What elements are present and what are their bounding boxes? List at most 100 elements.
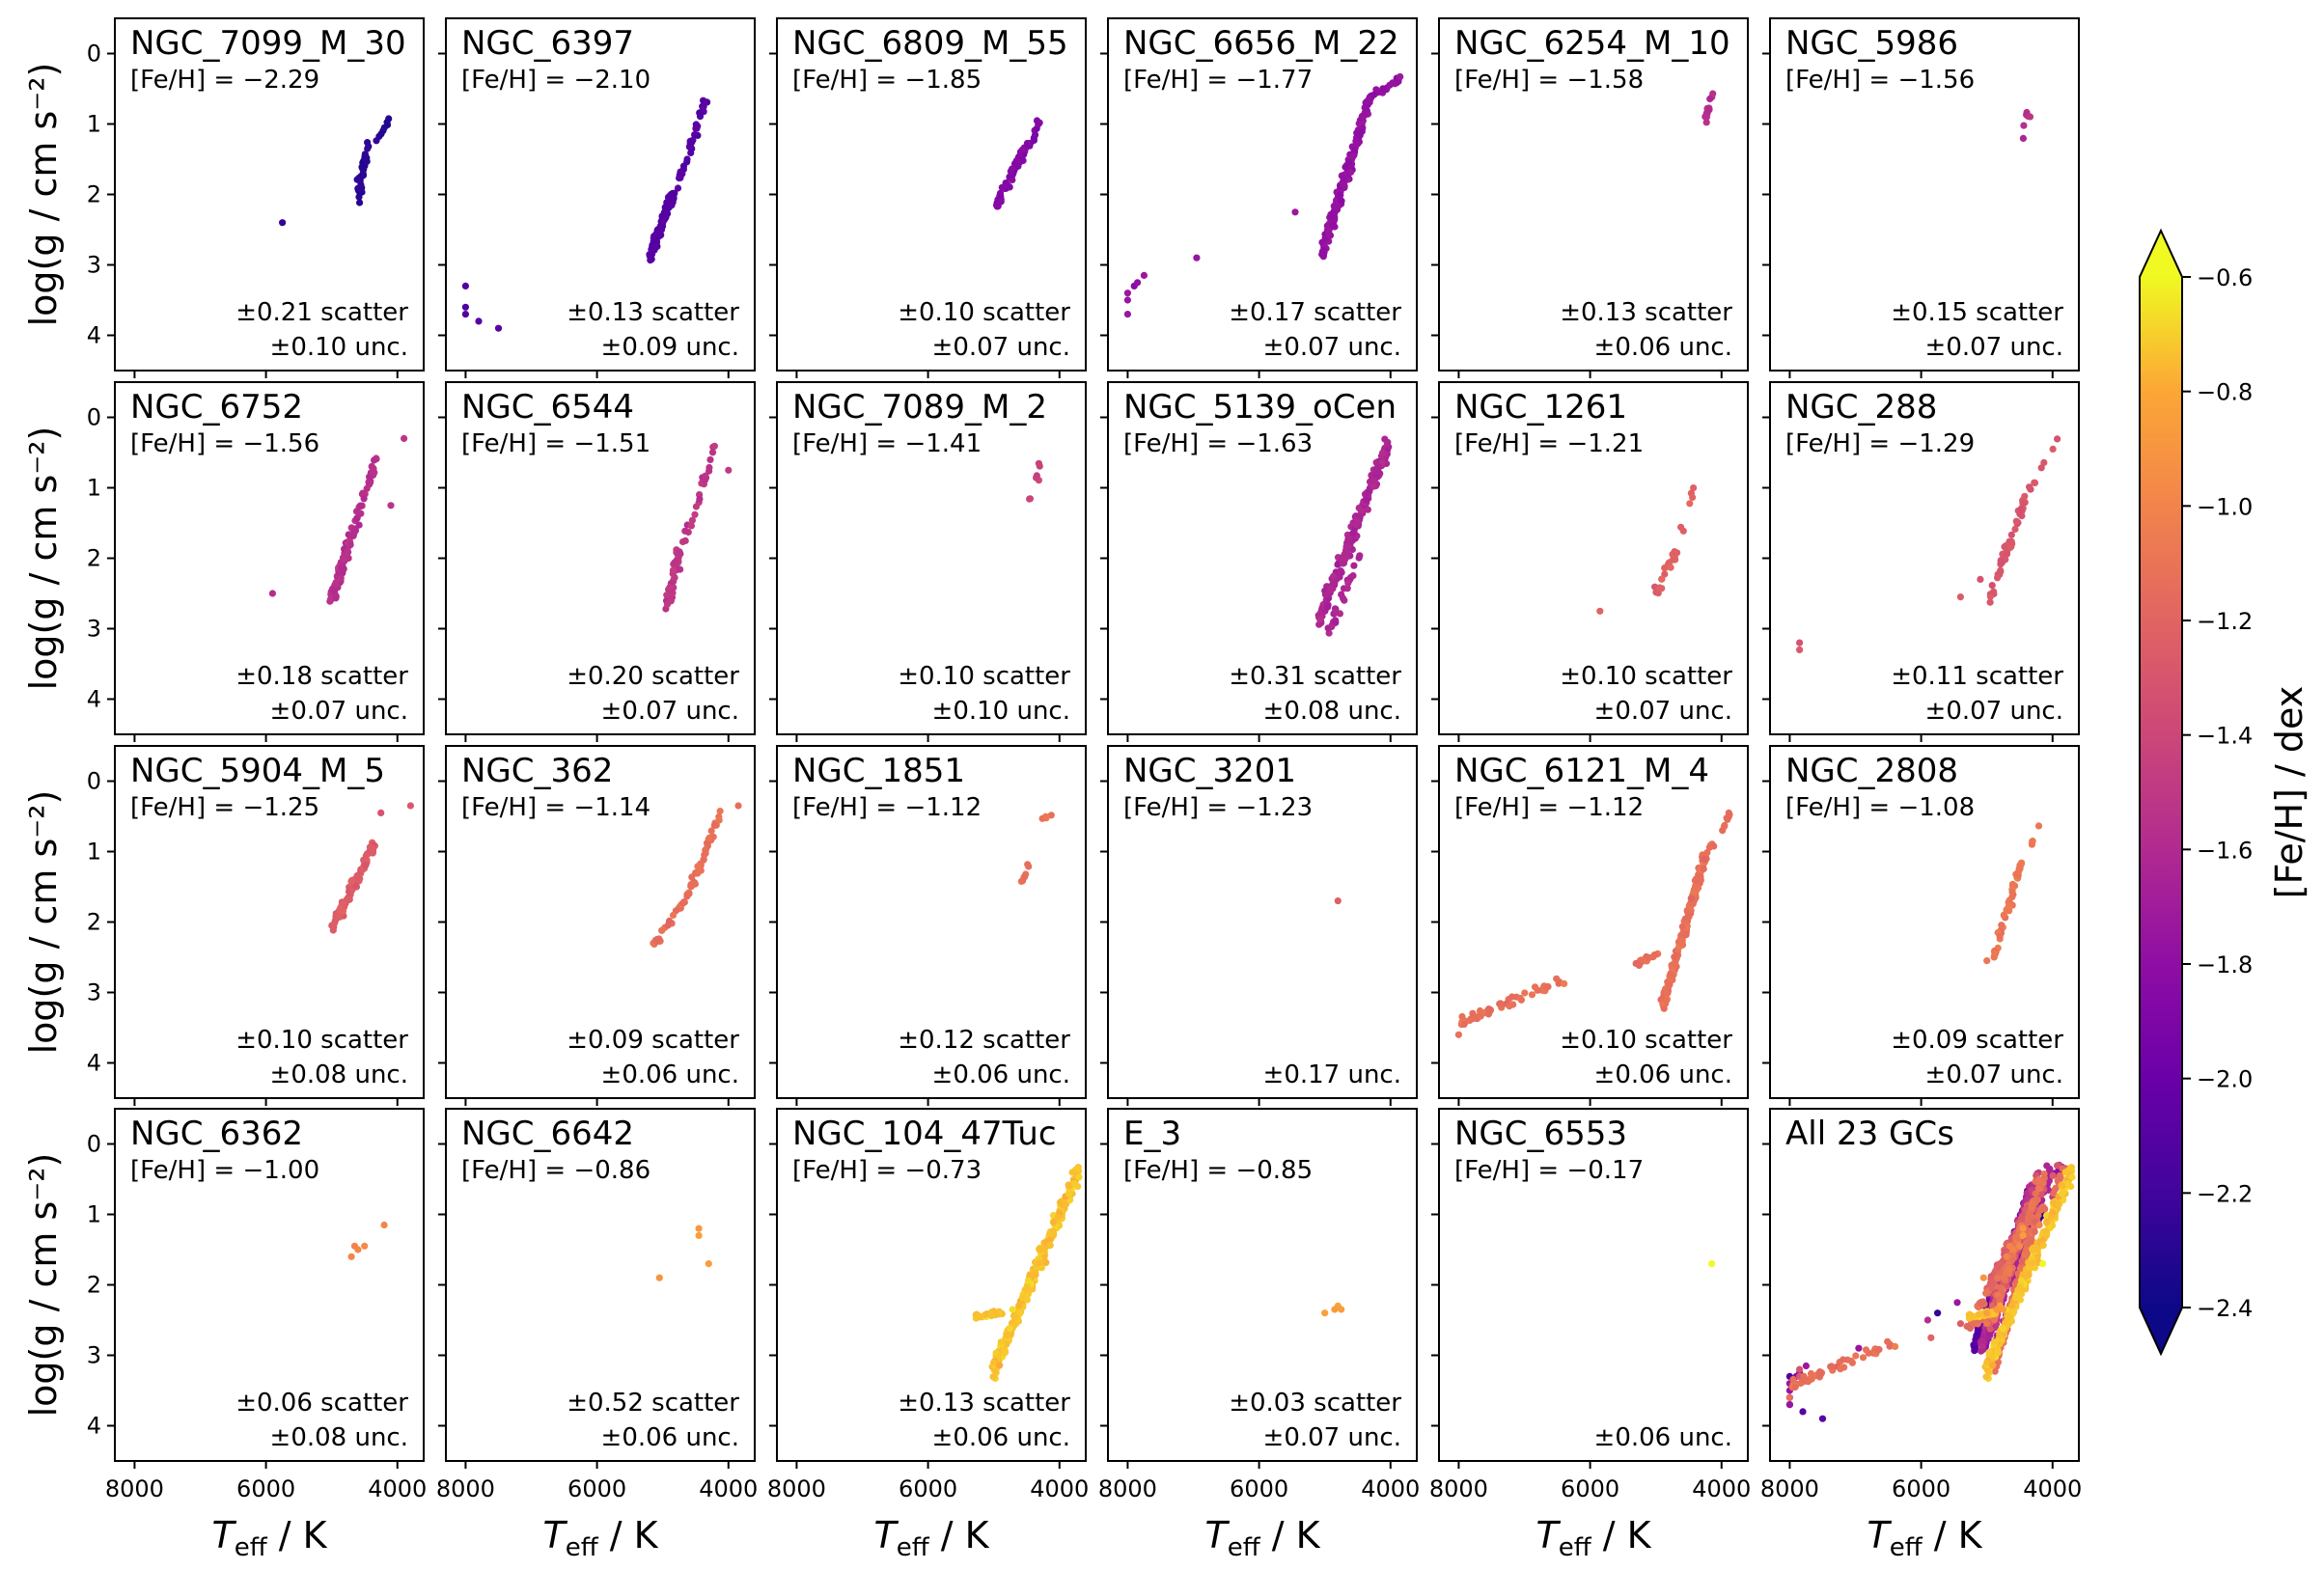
data-point: [2000, 911, 2007, 919]
data-point: [1990, 1338, 1998, 1346]
panel-ngc-1851: NGC_1851 [Fe/H] = −1.12 ±0.12 scatter ±0.06…: [769, 745, 1087, 1106]
y-tick-label: 4: [87, 1050, 101, 1077]
data-point: [1953, 1299, 1961, 1307]
panel-feh: [Fe/H] = −1.00: [130, 1156, 319, 1185]
panel-ngc-7099-m-30: 0 1 2 3 4 NGC_7099_M_30 [Fe/H] = −2.29 ±0.21 sc…: [87, 17, 425, 378]
data-point: [1667, 564, 1674, 571]
data-point: [2028, 840, 2035, 848]
panel-feh: [Fe/H] = −1.29: [1785, 429, 1975, 458]
data-point: [1796, 1365, 1804, 1373]
data-point: [1134, 279, 1142, 287]
panel-title: NGC_6121_M_4: [1454, 752, 1709, 790]
data-point: [1701, 856, 1708, 864]
data-point: [989, 1373, 997, 1381]
x-tick-label: 6000: [1561, 1475, 1619, 1502]
x-tick-label: 4000: [368, 1475, 427, 1502]
data-point: [1347, 168, 1355, 176]
data-point: [2000, 1274, 2007, 1281]
data-point: [683, 158, 691, 166]
data-point: [1384, 438, 1392, 446]
data-point: [362, 852, 370, 860]
data-point: [676, 548, 683, 556]
data-point: [2015, 1285, 2023, 1293]
data-point: [1477, 1012, 1484, 1020]
panel-scatter: ±0.09 scatter: [1891, 1026, 2063, 1055]
panel-ngc-3201: NGC_3201 [Fe/H] = −1.23 ±0.17 unc.: [1100, 745, 1418, 1106]
data-point: [1818, 1415, 1827, 1422]
data-point: [1696, 873, 1703, 881]
data-point: [475, 317, 483, 325]
data-point: [2054, 435, 2061, 443]
data-point: [1343, 585, 1351, 592]
data-point: [665, 917, 674, 925]
data-point: [685, 889, 693, 896]
data-point: [1996, 1340, 2004, 1348]
data-point: [2019, 1231, 2027, 1239]
data-point: [1020, 873, 1028, 881]
panel-feh: [Fe/H] = −1.56: [130, 429, 319, 458]
colorbar-extend-top: [2140, 231, 2182, 277]
data-point: [461, 303, 469, 311]
data-point: [1472, 1013, 1480, 1021]
data-point: [1331, 1306, 1339, 1313]
data-point: [1036, 462, 1043, 470]
data-point: [657, 222, 665, 230]
x-tick-label: 8000: [1098, 1475, 1157, 1502]
panel-scatter: ±0.03 scatter: [1229, 1389, 1401, 1418]
y-tick-label: 3: [87, 979, 101, 1006]
panel-uncertainty: ±0.07 unc.: [601, 697, 739, 726]
data-point: [1993, 1306, 2001, 1313]
colorbar-tick-label: −1.0: [2197, 493, 2253, 520]
data-point: [1460, 1020, 1468, 1029]
data-point: [716, 808, 724, 815]
data-point: [1355, 554, 1363, 562]
data-point: [1321, 1309, 1329, 1317]
data-point: [347, 1253, 355, 1260]
data-point: [380, 1221, 388, 1229]
data-point: [1855, 1344, 1863, 1352]
y-tick-label: 0: [87, 41, 101, 68]
data-point: [461, 282, 469, 289]
data-point: [362, 862, 370, 869]
data-point: [2049, 445, 2057, 453]
data-point: [1355, 512, 1363, 520]
data-point: [691, 880, 700, 888]
data-point: [1331, 609, 1339, 617]
panel-ngc-5904-m-5: 0 1 2 3 4 NGC_5904_M_5 [Fe/H] = −1.25 ±0.10 sca…: [87, 745, 425, 1106]
data-point: [1485, 1005, 1493, 1013]
scatter-points: [279, 115, 393, 227]
data-point: [1956, 1320, 1964, 1328]
data-point: [996, 198, 1005, 206]
data-point: [494, 324, 503, 332]
scatter-points: [1785, 1161, 2076, 1422]
data-point: [1989, 1280, 1998, 1288]
data-point: [1997, 557, 2005, 565]
data-point: [361, 1242, 369, 1250]
data-point: [1983, 957, 1991, 965]
panel-ngc-1261: NGC_1261[Fe/H] = −1.21 ±0.10 scatter ±0.07…: [1431, 381, 1749, 742]
panel-feh: [Fe/H] = −1.12: [792, 793, 982, 822]
data-point: [1508, 993, 1516, 1001]
data-point: [2027, 1236, 2034, 1244]
data-point: [1336, 191, 1343, 199]
scatter-points: [268, 434, 408, 605]
data-point: [2009, 1246, 2017, 1253]
panel-scatter: ±0.52 scatter: [567, 1389, 739, 1418]
data-point: [1671, 953, 1678, 961]
data-point: [2005, 1313, 2012, 1321]
data-point: [1934, 1309, 1942, 1317]
data-point: [990, 1359, 998, 1366]
panel-scatter: ±0.10 scatter: [898, 662, 1070, 691]
data-point: [708, 449, 717, 456]
data-point: [2003, 550, 2011, 558]
data-point: [694, 131, 702, 139]
panel-title: NGC_104_47Tuc: [792, 1115, 1057, 1153]
data-point: [1334, 204, 1342, 211]
data-point: [1686, 500, 1694, 508]
data-point: [1007, 168, 1014, 176]
data-point: [711, 821, 719, 829]
data-point: [346, 541, 354, 549]
data-point: [1705, 106, 1713, 114]
panel-feh: [Fe/H] = −1.51: [461, 429, 650, 458]
data-point: [1989, 1362, 1997, 1369]
